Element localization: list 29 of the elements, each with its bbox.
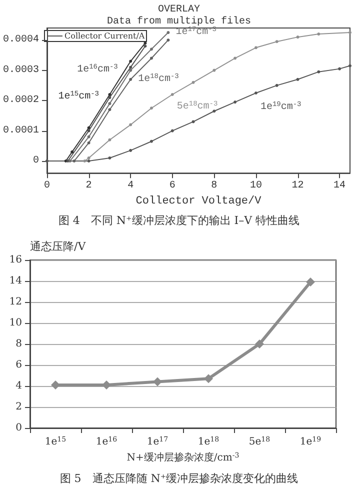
y-tick-label: 2: [16, 402, 22, 412]
y-tick-label: 0.0002: [2, 95, 40, 106]
y-tick-label: 0: [16, 422, 22, 434]
chart-subtitle: Data from multiple files: [106, 16, 252, 28]
caption: 图 4 不同 N⁺缓冲层浓度下的输出 I–V 特性曲线: [58, 214, 300, 227]
x-tick-label: 12: [292, 180, 304, 192]
chart-title: OVERLAY: [158, 4, 200, 16]
x-tick-label: 0: [44, 180, 50, 192]
y-tick-label: 16: [9, 254, 22, 266]
x-tick-label: 10: [250, 180, 262, 192]
x-tick-label: 14: [334, 180, 346, 192]
y-tick-label: 4: [16, 380, 22, 392]
y-tick-label: 14: [9, 276, 22, 286]
y-tick-label: 0: [32, 156, 40, 167]
caption: 图 5 通态压降随 N⁺缓冲层掺杂浓度变化的曲线: [60, 472, 298, 485]
y-axis-title: 通态压降/V: [30, 240, 87, 253]
y-tick-label: 12: [9, 296, 22, 308]
x-axis-title: Collector Voltage/V: [136, 196, 262, 208]
y-tick-label: 8: [16, 338, 22, 350]
x-tick-label: 4: [128, 180, 134, 192]
y-tick-label: 6: [16, 360, 22, 370]
y-tick-label: 0.0001: [2, 125, 40, 136]
x-tick-label: 8: [211, 180, 218, 192]
x-tick-label: 2: [86, 180, 92, 192]
y-tick-label: 10: [9, 318, 22, 328]
legend-title: Collector Current/A: [64, 32, 145, 40]
x-tick-label: 6: [169, 180, 176, 192]
y-tick-label: 0.0003: [2, 64, 40, 76]
y-tick-label: 0.0004: [2, 34, 40, 46]
